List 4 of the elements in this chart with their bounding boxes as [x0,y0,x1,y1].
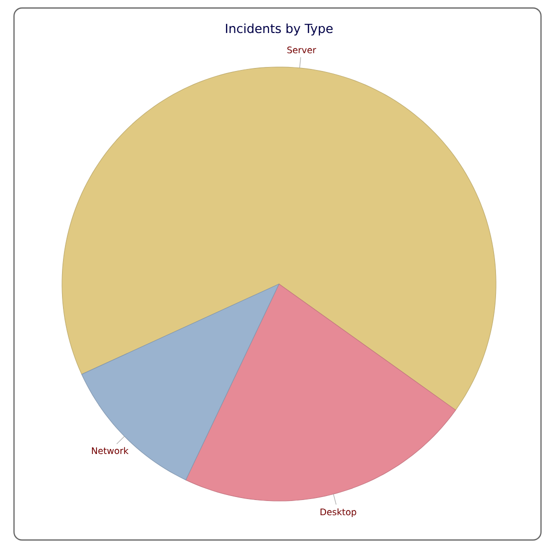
slice-label: Network [92,447,129,454]
slice-label: Server [287,46,316,54]
chart-title: Incidents by Type [226,23,333,36]
slice-label: Desktop [320,508,356,518]
